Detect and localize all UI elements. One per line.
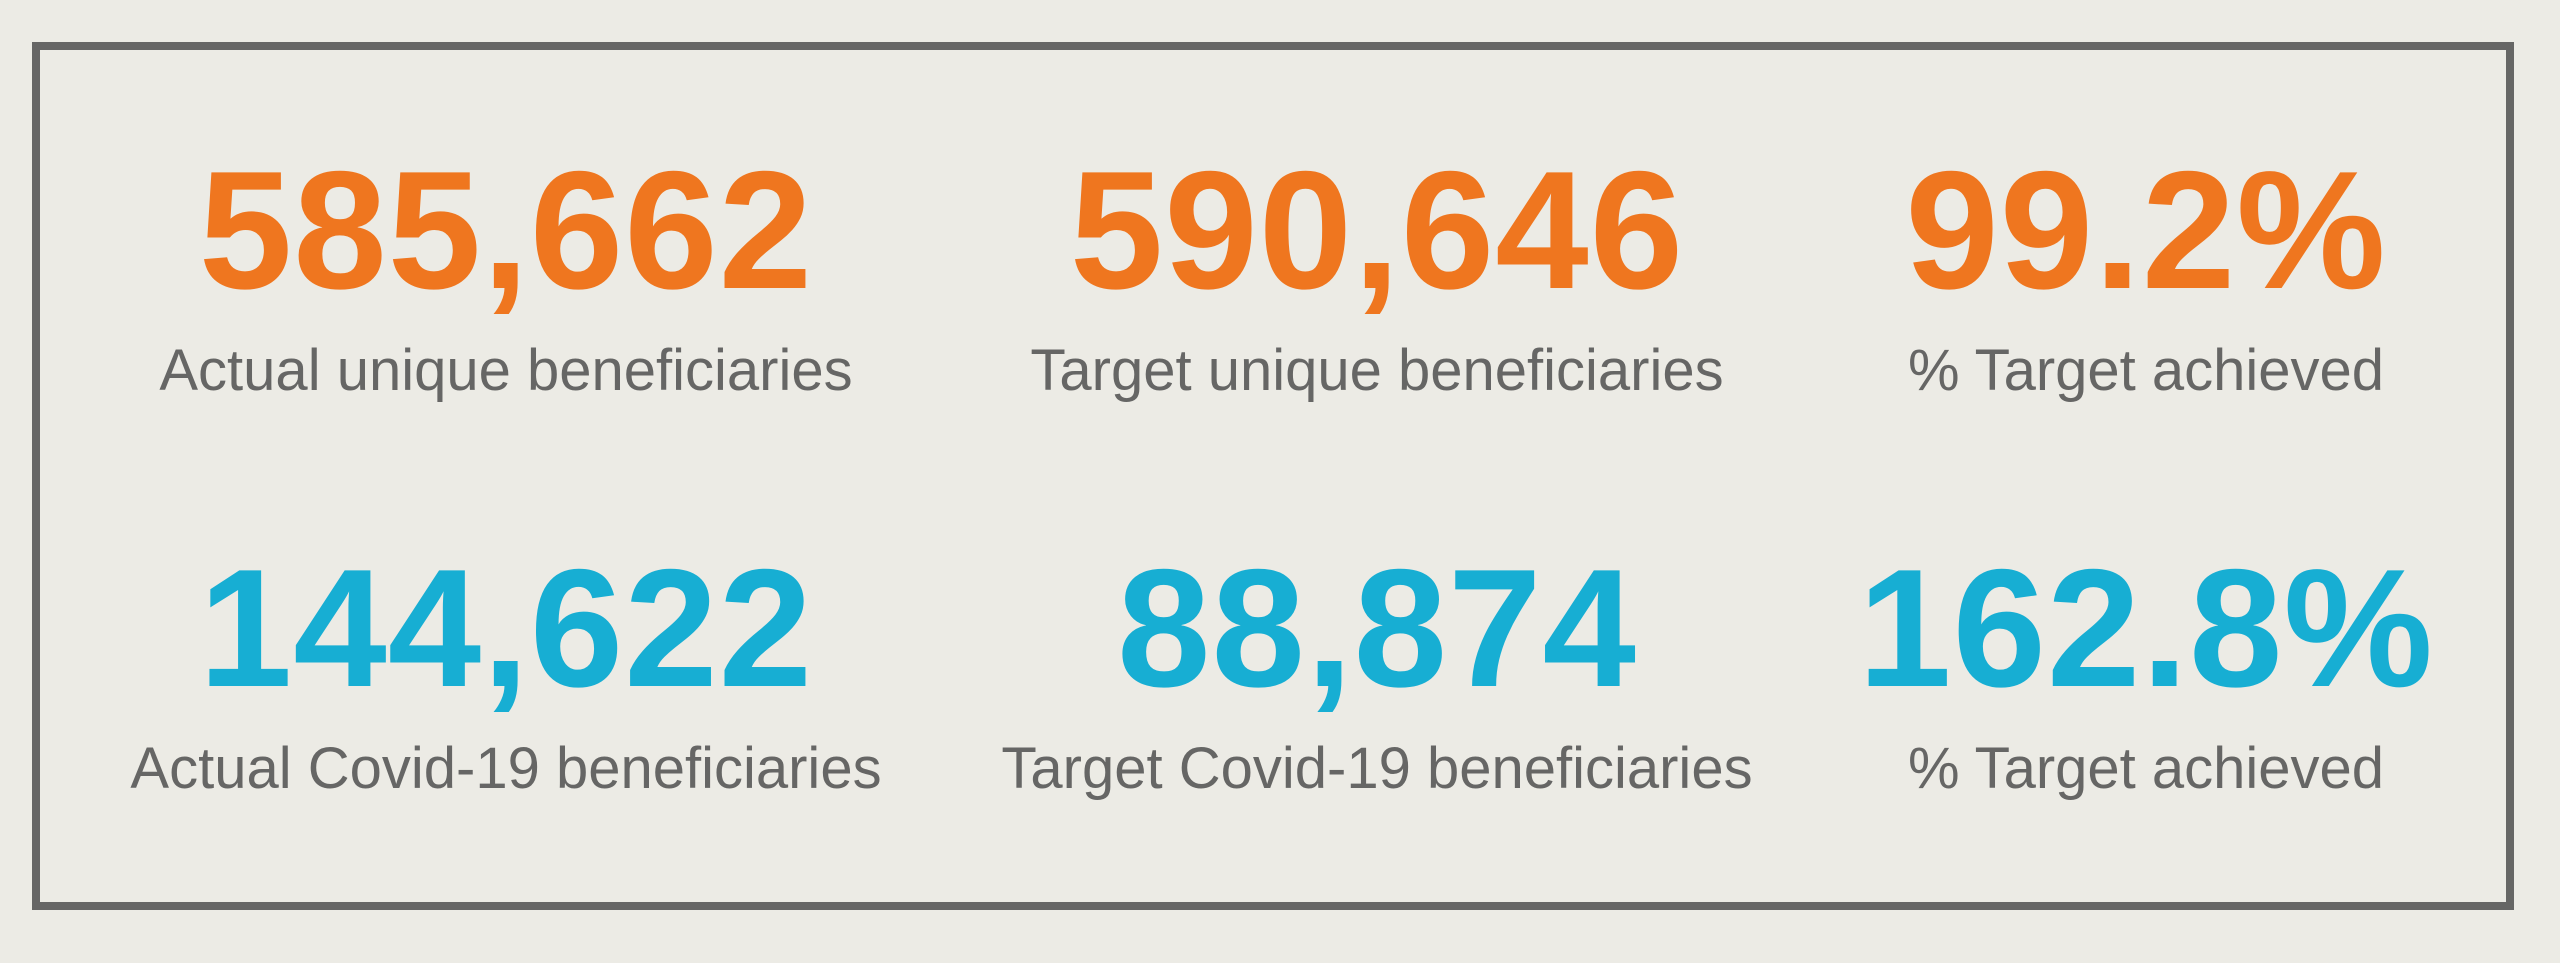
stat-covid-target-achieved: 162.8% % Target achieved (1746, 544, 2546, 798)
stat-label: Actual unique beneficiaries (159, 338, 853, 403)
stat-label: % Target achieved (1907, 338, 2385, 403)
stats-frame (32, 42, 2514, 910)
stat-target-covid-beneficiaries: 88,874 Target Covid-19 beneficiaries (977, 544, 1777, 798)
stat-value: 99.2% (1905, 136, 2387, 324)
stat-value: 585,662 (198, 136, 814, 324)
stat-value: 144,622 (198, 534, 814, 722)
stat-label: Actual Covid-19 beneficiaries (130, 736, 882, 801)
stat-value: 88,874 (1117, 534, 1637, 722)
stat-label: Target unique beneficiaries (1030, 338, 1724, 403)
stat-label: % Target achieved (1907, 736, 2385, 801)
stat-actual-covid-beneficiaries: 144,622 Actual Covid-19 beneficiaries (106, 544, 906, 798)
stat-label: Target Covid-19 beneficiaries (1001, 736, 1753, 801)
stat-value: 590,646 (1069, 136, 1685, 324)
stat-target-unique-beneficiaries: 590,646 Target unique beneficiaries (977, 146, 1777, 400)
stat-actual-unique-beneficiaries: 585,662 Actual unique beneficiaries (106, 146, 906, 400)
stat-value: 162.8% (1858, 534, 2434, 722)
stat-unique-target-achieved: 99.2% % Target achieved (1746, 146, 2546, 400)
